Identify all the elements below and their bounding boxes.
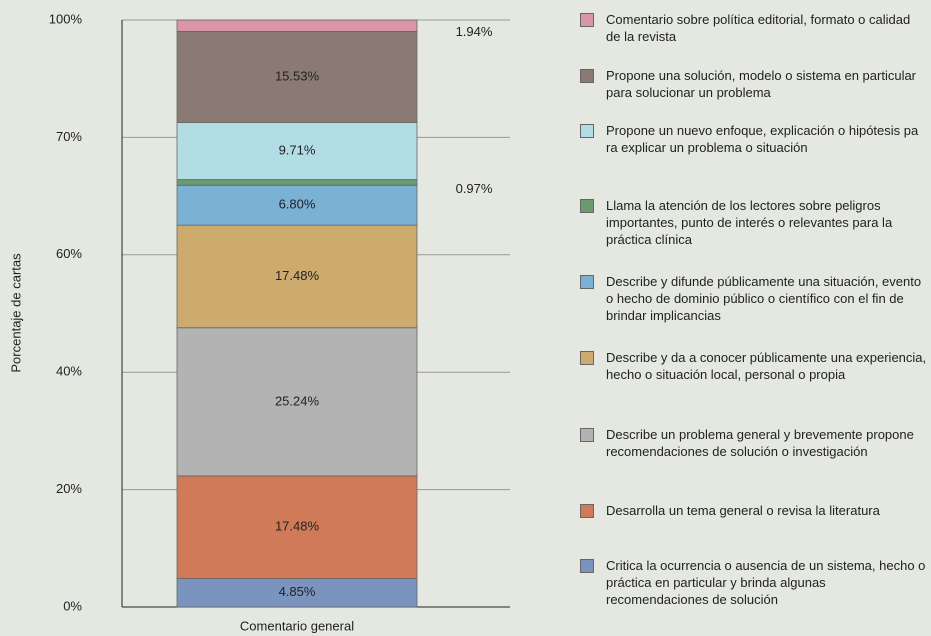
legend-swatch [580,69,594,83]
data-label: 17.48% [275,268,320,283]
y-tick-label: 100% [49,11,83,26]
legend-swatch [580,199,594,213]
legend-label: Describe un problema general y brevement… [606,427,914,459]
y-tick-label: 40% [56,364,82,379]
data-label: 17.48% [275,519,320,534]
legend-label: Comentario sobre política editorial, for… [606,12,911,44]
y-axis-title: Porcentaje de cartas [8,253,23,373]
data-label: 6.80% [279,197,316,212]
legend-swatch [580,559,594,573]
data-label: 9.71% [279,142,316,157]
legend-swatch [580,428,594,442]
data-label: 25.24% [275,393,320,408]
data-label: 15.53% [275,68,320,83]
bar-segment [176,578,418,608]
legend-swatch [580,13,594,27]
data-label: 0.97% [456,181,493,196]
legend-swatch [580,504,594,518]
bar-segment [176,184,418,226]
legend-label: Llama la atención de los lectores sobre … [606,198,893,247]
data-label: 1.94% [456,24,493,39]
legend-item: Describe un problema general y brevement… [580,426,928,460]
legend-item: Llama la atención de los lectores sobre … [580,197,928,248]
data-label: 4.85% [279,584,316,599]
legend-item: Critica la ocurrencia o ausencia de un s… [580,557,928,608]
legend-label: Desarrolla un tema general o revisa la l… [606,503,880,518]
legend-label: Critica la ocurrencia o ausencia de un s… [606,558,926,607]
bar-segment [176,475,418,579]
bar-segment [176,327,418,477]
bar-segment [176,122,418,180]
bar-segment [176,179,418,186]
legend-item: Describe y difunde públicamente una situ… [580,273,928,324]
bar-segment [176,30,418,123]
legend-swatch [580,351,594,365]
legend-label: Propone una solución, modelo o sistema e… [606,68,917,100]
legend-item: Propone un nuevo enfoque, explicación o … [580,122,928,156]
legend-swatch [580,124,594,138]
legend-item: Desarrolla un tema general o revisa la l… [580,502,928,519]
bar-segment [176,19,418,32]
legend-swatch [580,275,594,289]
bar-segment [176,224,418,329]
legend-item: Comentario sobre política editorial, for… [580,11,928,45]
legend-item: Propone una solución, modelo o sistema e… [580,67,928,101]
legend-label: Propone un nuevo enfoque, explicación o … [606,123,919,155]
legend-label: Describe y difunde públicamente una situ… [606,274,922,323]
legend-label: Describe y da a conocer públicamente una… [606,350,927,382]
y-tick-label: 0% [63,598,82,613]
y-tick-label: 20% [56,481,82,496]
legend-item: Describe y da a conocer públicamente una… [580,349,928,383]
x-tick-label: Comentario general [240,618,354,633]
y-tick-label: 60% [56,246,82,261]
y-tick-label: 70% [56,129,82,144]
